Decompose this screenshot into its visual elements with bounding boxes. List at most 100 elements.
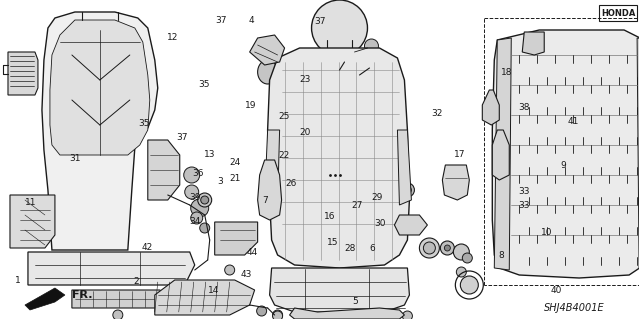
Ellipse shape (184, 167, 200, 183)
Text: 19: 19 (245, 101, 257, 110)
Text: 30: 30 (374, 219, 386, 228)
Polygon shape (28, 252, 195, 285)
Text: 41: 41 (568, 117, 579, 126)
Text: 23: 23 (300, 75, 311, 84)
Ellipse shape (401, 183, 415, 197)
Text: 18: 18 (501, 68, 513, 77)
Polygon shape (8, 52, 38, 95)
Ellipse shape (257, 306, 267, 316)
Text: 42: 42 (141, 243, 152, 252)
Text: 4: 4 (248, 16, 254, 25)
Text: 20: 20 (300, 128, 311, 137)
Text: 22: 22 (279, 151, 290, 160)
Ellipse shape (453, 244, 469, 260)
Ellipse shape (403, 311, 412, 319)
Text: 11: 11 (25, 198, 36, 207)
Ellipse shape (201, 196, 209, 204)
Ellipse shape (440, 241, 454, 255)
Polygon shape (148, 140, 180, 200)
Text: 13: 13 (204, 150, 216, 159)
Text: 1: 1 (15, 276, 20, 285)
Polygon shape (155, 280, 255, 315)
Text: FR.: FR. (72, 290, 92, 300)
Polygon shape (397, 130, 412, 205)
Ellipse shape (198, 193, 212, 207)
FancyBboxPatch shape (599, 5, 637, 21)
Ellipse shape (273, 310, 283, 319)
Text: 26: 26 (285, 179, 296, 188)
Ellipse shape (444, 245, 451, 251)
Ellipse shape (191, 199, 209, 217)
Polygon shape (298, 312, 394, 319)
Text: 10: 10 (541, 228, 552, 237)
Polygon shape (258, 160, 282, 220)
Ellipse shape (462, 253, 472, 263)
Text: 12: 12 (167, 33, 179, 42)
Ellipse shape (424, 242, 435, 254)
Polygon shape (269, 268, 410, 314)
Polygon shape (483, 90, 499, 125)
Polygon shape (289, 308, 404, 319)
Text: 3: 3 (218, 177, 223, 186)
Ellipse shape (412, 220, 422, 230)
Text: 9: 9 (561, 161, 566, 170)
Polygon shape (50, 20, 150, 155)
Polygon shape (268, 48, 410, 268)
Text: 31: 31 (70, 154, 81, 163)
Polygon shape (492, 30, 640, 278)
Text: 32: 32 (431, 109, 442, 118)
Ellipse shape (403, 186, 412, 194)
Ellipse shape (460, 276, 478, 294)
Ellipse shape (200, 223, 210, 233)
Ellipse shape (113, 310, 123, 319)
Text: 24: 24 (230, 158, 241, 167)
Text: 14: 14 (209, 286, 220, 295)
Ellipse shape (314, 300, 324, 310)
Text: 17: 17 (454, 150, 466, 159)
Text: 28: 28 (344, 244, 356, 253)
Text: 39: 39 (189, 193, 201, 202)
Text: SHJ4B4001E: SHJ4B4001E (544, 303, 605, 313)
Polygon shape (250, 35, 285, 65)
Ellipse shape (225, 265, 235, 275)
Ellipse shape (419, 238, 440, 258)
Text: 29: 29 (371, 193, 383, 202)
Text: 35: 35 (138, 119, 150, 128)
Ellipse shape (258, 60, 278, 84)
Polygon shape (522, 32, 544, 55)
Text: 7: 7 (262, 197, 268, 205)
Polygon shape (637, 38, 640, 268)
Text: 15: 15 (326, 238, 338, 247)
Ellipse shape (191, 212, 203, 224)
Polygon shape (494, 38, 511, 270)
Text: 40: 40 (550, 286, 562, 295)
Text: 34: 34 (189, 217, 200, 226)
Ellipse shape (364, 39, 378, 53)
Text: HONDA: HONDA (601, 9, 636, 18)
Ellipse shape (160, 273, 170, 283)
Text: 44: 44 (247, 248, 258, 256)
Polygon shape (42, 12, 158, 250)
Ellipse shape (339, 50, 355, 66)
Polygon shape (492, 130, 509, 180)
Ellipse shape (367, 58, 380, 72)
Polygon shape (72, 290, 175, 308)
Text: 43: 43 (241, 270, 252, 279)
Polygon shape (394, 215, 428, 235)
Text: 6: 6 (370, 244, 376, 253)
Text: 38: 38 (518, 103, 530, 112)
Polygon shape (264, 130, 280, 205)
Ellipse shape (554, 52, 560, 58)
Polygon shape (10, 195, 55, 248)
Ellipse shape (312, 0, 367, 56)
Ellipse shape (185, 185, 198, 199)
Text: 16: 16 (324, 212, 335, 221)
Ellipse shape (589, 254, 605, 270)
Ellipse shape (273, 311, 283, 319)
Ellipse shape (456, 267, 467, 277)
Text: 8: 8 (499, 251, 504, 260)
Text: 33: 33 (518, 201, 530, 210)
Text: 37: 37 (177, 133, 188, 142)
Text: 36: 36 (193, 169, 204, 178)
Ellipse shape (593, 258, 601, 266)
